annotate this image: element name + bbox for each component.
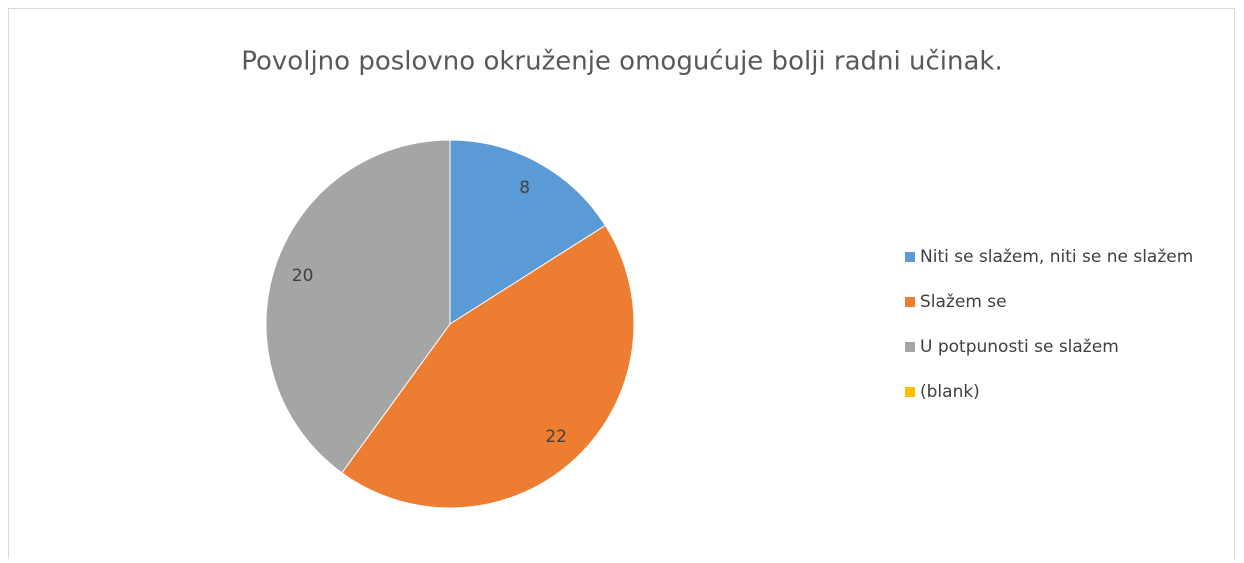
pie-slice: [449, 139, 607, 325]
legend-swatch: [905, 252, 915, 262]
legend-label: U potpunosti se slažem: [920, 337, 1119, 357]
data-label: 22: [545, 427, 567, 447]
pie-slice: [265, 139, 451, 474]
legend-label: (blank): [920, 382, 980, 402]
data-label: 8: [519, 178, 530, 198]
legend-swatch: [905, 387, 915, 397]
legend-swatch: [905, 342, 915, 352]
chart-title: Povoljno poslovno okruženje omogućuje bo…: [241, 47, 1002, 77]
legend-label: Niti se slažem, niti se ne slažem: [920, 247, 1193, 267]
data-label: 20: [292, 266, 314, 286]
pie-slice: [341, 224, 635, 509]
legend-label: Slažem se: [920, 292, 1007, 312]
legend-swatch: [905, 297, 915, 307]
